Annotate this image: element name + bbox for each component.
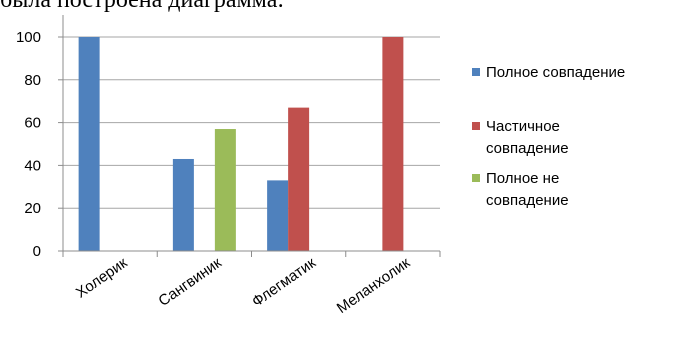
bar (267, 180, 289, 251)
axes (58, 15, 441, 257)
caption-text: была построена диаграмма: (0, 0, 285, 13)
legend: Полное совпадение Частичное совпадение Полн… (472, 64, 625, 209)
x-category-label: Холерик (73, 254, 131, 302)
x-category-label: Флегматик (249, 254, 319, 310)
bar (78, 37, 100, 251)
legend-label: совпадение (486, 192, 569, 209)
legend-label: совпадение (486, 140, 569, 157)
y-tick-label: 100 (16, 29, 41, 46)
x-category-label: Сангвиник (155, 254, 225, 310)
y-tick-labels: 0 20 40 60 80 100 (16, 29, 41, 260)
bars (78, 37, 404, 252)
gridlines (63, 36, 440, 209)
bar (172, 158, 194, 251)
bar (382, 37, 404, 251)
legend-swatch (472, 122, 480, 130)
legend-swatch (472, 68, 480, 76)
bar (214, 129, 236, 251)
legend-label: Полное не (486, 170, 559, 187)
x-category-label: Меланхолик (334, 254, 414, 317)
y-tick-label: 80 (24, 72, 41, 89)
legend-label: Полное совпадение (486, 64, 625, 81)
y-tick-label: 0 (33, 243, 41, 260)
y-tick-label: 20 (24, 200, 41, 217)
legend-label: Частичное (486, 118, 560, 135)
bar (288, 107, 310, 252)
x-category-labels: Холерик Сангвиник Флегматик Меланхолик (73, 254, 414, 317)
y-tick-label: 60 (24, 115, 41, 132)
legend-swatch (472, 174, 480, 182)
y-tick-label: 40 (24, 157, 41, 174)
